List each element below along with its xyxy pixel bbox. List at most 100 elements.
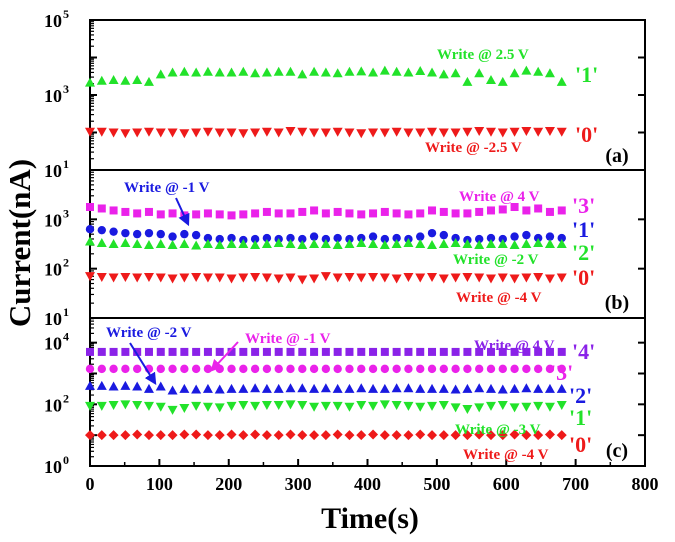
data-point — [250, 239, 261, 249]
data-point — [180, 364, 189, 374]
data-point — [155, 128, 166, 138]
data-point — [450, 238, 461, 248]
data-point — [238, 430, 249, 441]
data-point — [344, 239, 355, 248]
data-point — [167, 430, 178, 441]
data-point — [202, 402, 213, 412]
data-point — [250, 383, 261, 393]
data-point — [309, 128, 320, 138]
data-point — [133, 347, 142, 356]
data-point — [97, 225, 106, 235]
data-point — [179, 66, 190, 76]
data-point — [261, 127, 272, 137]
y-tick-exponent: 0 — [63, 453, 69, 467]
panel-b-state-3: '3' — [572, 193, 595, 218]
panel-c-state-4: '4' — [572, 339, 595, 364]
data-point — [203, 233, 213, 243]
data-point — [416, 347, 425, 356]
data-point — [427, 401, 438, 411]
panel-a-state-1: '1' — [575, 62, 598, 87]
data-point — [310, 347, 319, 356]
data-point — [369, 347, 378, 356]
data-point — [297, 400, 308, 410]
data-point — [285, 429, 296, 440]
data-point — [309, 402, 320, 412]
data-point — [438, 383, 449, 393]
y-tick-label: 10 — [44, 309, 62, 329]
data-point — [522, 230, 531, 240]
data-point — [297, 127, 308, 137]
data-point — [356, 129, 367, 139]
data-point — [379, 430, 390, 441]
data-point — [250, 234, 260, 244]
data-point — [416, 364, 425, 374]
x-tick-label: 500 — [423, 474, 450, 494]
data-point — [167, 239, 178, 249]
data-point — [121, 228, 130, 238]
data-point — [509, 403, 520, 413]
panel-c-write-label-3: Write @ -1 V — [245, 331, 331, 347]
y-tick-exponent: 3 — [63, 206, 69, 220]
data-point — [463, 347, 472, 356]
data-point — [451, 209, 460, 218]
data-point — [191, 429, 202, 440]
data-point — [380, 364, 390, 374]
data-point — [403, 430, 414, 441]
data-point — [109, 227, 118, 236]
data-point — [462, 76, 473, 86]
data-point — [108, 400, 119, 410]
data-point — [380, 234, 390, 244]
data-point — [238, 66, 249, 76]
data-point — [143, 127, 154, 137]
data-point — [309, 383, 320, 393]
data-point — [238, 273, 249, 283]
data-point — [379, 128, 390, 138]
data-point — [544, 402, 555, 412]
data-point — [320, 272, 331, 282]
y-tick-exponent: 1 — [63, 157, 69, 171]
data-point — [509, 127, 520, 137]
data-point — [533, 238, 544, 248]
data-point — [498, 205, 507, 214]
data-point — [486, 347, 495, 356]
data-point — [191, 401, 202, 411]
data-point — [462, 404, 473, 414]
data-point — [510, 347, 519, 356]
data-point — [391, 274, 402, 284]
panel-b-write-label-3: Write @ 4 V — [459, 189, 540, 205]
data-point — [509, 383, 520, 393]
data-point — [273, 383, 284, 393]
data-point — [226, 383, 237, 393]
data-point — [415, 66, 426, 75]
data-point — [120, 430, 131, 441]
data-point — [497, 128, 508, 138]
data-point — [416, 209, 425, 218]
data-point — [179, 429, 190, 440]
data-point — [85, 77, 95, 87]
data-point — [497, 400, 508, 410]
data-point — [332, 68, 343, 78]
data-point — [97, 364, 106, 374]
data-point — [391, 239, 402, 248]
data-point — [498, 347, 507, 356]
data-point — [509, 68, 520, 78]
data-point — [273, 400, 284, 410]
data-point — [143, 401, 154, 411]
y-tick-label: 10 — [44, 86, 62, 106]
data-point — [521, 402, 532, 412]
data-point — [96, 380, 107, 390]
data-point — [167, 274, 178, 284]
panel-c-state-0: '0' — [569, 432, 592, 457]
data-point — [143, 273, 154, 283]
data-point — [167, 385, 178, 395]
data-point — [167, 128, 178, 138]
data-point — [214, 403, 225, 413]
data-point — [191, 230, 201, 240]
data-point — [202, 273, 213, 283]
data-point — [438, 69, 449, 79]
data-point — [497, 76, 508, 86]
data-point — [557, 233, 566, 243]
data-point — [155, 273, 166, 283]
data-point — [485, 274, 496, 284]
data-point — [320, 239, 331, 248]
